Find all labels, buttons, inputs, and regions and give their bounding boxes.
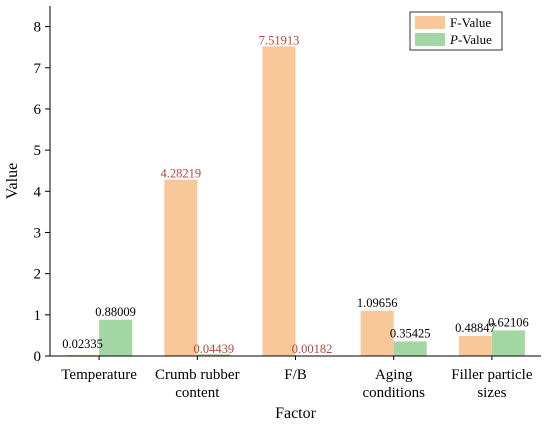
y-axis-title: Value (4, 163, 21, 199)
data-label-f-value-0: 0.02335 (62, 337, 103, 351)
data-label-f-value-3: 1.09656 (357, 296, 398, 310)
y-tick-label: 8 (34, 20, 42, 36)
bar-f-value-3 (360, 310, 394, 356)
y-tick-label: 0 (34, 349, 42, 365)
y-tick-label: 5 (34, 143, 42, 159)
x-tick-label-4: Filler particle sizes (451, 367, 533, 401)
data-label-f-value-4: 0.48847 (455, 321, 496, 335)
x-tick-label-2: F/B (284, 367, 307, 383)
y-tick-label: 3 (34, 225, 42, 241)
data-label-p-value-4: 0.62106 (488, 315, 529, 329)
legend: F-Value P-Value (409, 11, 503, 51)
bar-f-value-1 (164, 179, 198, 356)
y-tick-label: 2 (34, 267, 42, 283)
legend-swatch-0 (415, 16, 445, 29)
y-tick-label: 6 (34, 102, 42, 118)
bar-p-value-4 (491, 330, 525, 356)
legend-label-0: F-Value (450, 15, 491, 30)
data-label-p-value-1: 0.04439 (193, 342, 234, 356)
legend-label-1: P-Value (449, 32, 492, 47)
data-label-p-value-3: 0.35425 (390, 326, 431, 340)
axes-layer: 0 1 2 3 4 5 6 7 8 Temperature Crumb rubber content F… (4, 6, 541, 422)
y-tick-label: 1 (34, 308, 42, 324)
bar-p-value-3 (393, 341, 427, 356)
data-label-f-value-1: 4.28219 (160, 167, 201, 181)
bar-f-value-4 (458, 335, 492, 356)
y-tick-label: 7 (34, 61, 42, 77)
x-tick-label-0: Temperature (61, 367, 137, 383)
x-axis-title: Factor (275, 405, 317, 422)
y-tick-label: 4 (34, 184, 42, 200)
bars-layer (66, 46, 525, 357)
data-label-p-value-0: 0.88009 (95, 305, 136, 319)
bar-p-value-1 (197, 354, 231, 356)
data-label-p-value-2: 0.00182 (292, 342, 333, 356)
bar-f-value-2 (262, 46, 296, 356)
x-tick-label-3: Aging conditions (362, 367, 425, 401)
data-labels-layer: 0.02335 4.28219 7.51913 1.09656 0.48847 0.880… (62, 33, 528, 356)
data-label-f-value-2: 7.51913 (259, 33, 300, 47)
legend-swatch-1 (415, 33, 445, 46)
bar-p-value-0 (99, 319, 133, 356)
x-tick-label-1: Crumb rubber content (155, 367, 240, 401)
